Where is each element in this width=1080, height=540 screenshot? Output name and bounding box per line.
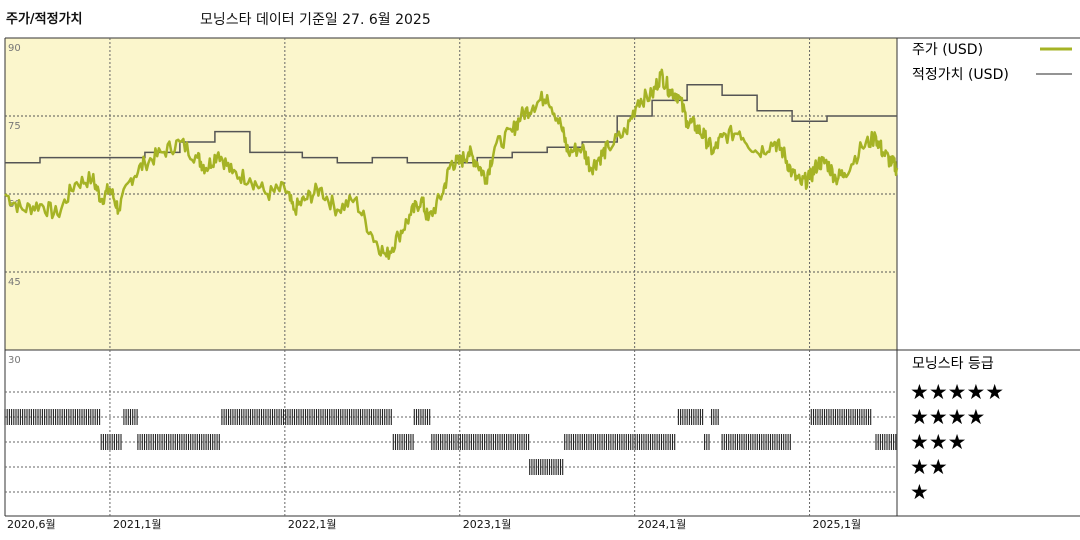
rating-legend-4-stars: ★★★★ bbox=[910, 405, 985, 429]
rating-legend-title: 모닝스타 등급 bbox=[912, 356, 994, 372]
chart-title: 주가/적정가치 bbox=[6, 12, 83, 27]
rating-bar-4-stars bbox=[810, 409, 872, 425]
price-line bbox=[4, 68, 899, 261]
legend-price-label: 주가 (USD) bbox=[912, 42, 983, 58]
x-tick-label: 2024,1월 bbox=[638, 518, 687, 531]
fair-value-line bbox=[5, 84, 897, 164]
rating-legend-3-stars: ★★★ bbox=[910, 430, 966, 454]
rating-bar-3-stars bbox=[721, 434, 791, 450]
rating-bar-4-stars bbox=[4, 409, 101, 425]
rating-bar-3-stars bbox=[431, 434, 530, 450]
rating-legend-2-stars: ★★ bbox=[910, 455, 948, 479]
y-tick-label: 45 bbox=[8, 277, 21, 288]
rating-bar-3-stars bbox=[704, 434, 710, 450]
rating-legend-1-star: ★ bbox=[910, 480, 929, 504]
data-date-subtitle: 모닝스타 데이터 기준일 27. 6월 2025 bbox=[200, 12, 431, 28]
legend-fair-value-label: 적정가치 (USD) bbox=[912, 67, 1009, 83]
rating-bar-3-stars bbox=[564, 434, 676, 450]
rating-bar-3-stars bbox=[137, 434, 220, 450]
rating-bar-4-stars bbox=[123, 409, 138, 425]
x-tick-label: 2023,1월 bbox=[463, 518, 512, 531]
rating-bar-4-stars bbox=[677, 409, 704, 425]
x-tick-label: 2021,1월 bbox=[113, 518, 162, 531]
x-tick-label: 2022,1월 bbox=[288, 518, 337, 531]
rating-bar-3-stars bbox=[875, 434, 897, 450]
x-tick-label: 2020,6월 bbox=[7, 518, 56, 531]
y-tick-label: 90 bbox=[8, 43, 21, 54]
rating-bar-2-stars bbox=[529, 459, 564, 475]
y-tick-label: 30 bbox=[8, 355, 21, 366]
rating-bar-3-stars bbox=[100, 434, 122, 450]
rating-bar-4-stars bbox=[413, 409, 431, 425]
rating-bar-4-stars bbox=[711, 409, 719, 425]
y-tick-label: 60 bbox=[8, 199, 21, 210]
rating-bar-4-stars bbox=[221, 409, 392, 425]
rating-bar-3-stars bbox=[392, 434, 414, 450]
y-tick-label: 75 bbox=[8, 121, 21, 132]
x-tick-label: 2025,1월 bbox=[813, 518, 862, 531]
rating-legend-5-stars: ★★★★★ bbox=[910, 380, 1004, 404]
